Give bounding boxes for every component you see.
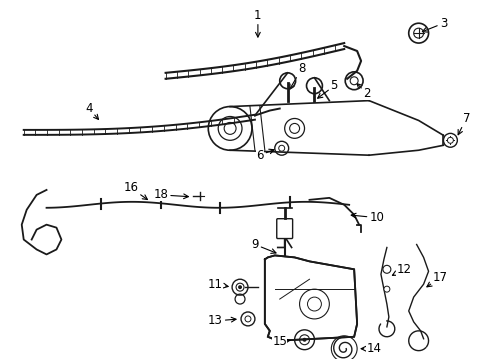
Text: 6: 6 xyxy=(256,149,273,162)
Text: 4: 4 xyxy=(85,102,98,120)
Circle shape xyxy=(244,316,250,322)
Text: 10: 10 xyxy=(350,211,384,224)
Text: 15: 15 xyxy=(272,335,289,348)
Circle shape xyxy=(302,338,306,342)
Text: 7: 7 xyxy=(457,112,469,135)
Circle shape xyxy=(382,265,390,273)
Circle shape xyxy=(238,285,242,289)
Text: 9: 9 xyxy=(251,238,275,253)
Text: 12: 12 xyxy=(392,263,410,276)
Circle shape xyxy=(447,137,452,143)
Circle shape xyxy=(383,286,389,292)
Text: 3: 3 xyxy=(422,17,446,32)
Text: 17: 17 xyxy=(426,271,447,287)
Text: 8: 8 xyxy=(289,62,305,89)
Circle shape xyxy=(349,77,357,85)
Text: 5: 5 xyxy=(317,79,337,98)
Text: 1: 1 xyxy=(254,9,261,37)
Text: 16: 16 xyxy=(123,181,147,199)
Text: 2: 2 xyxy=(356,84,370,100)
Text: 11: 11 xyxy=(207,278,228,291)
Text: 13: 13 xyxy=(207,314,236,327)
Text: 14: 14 xyxy=(361,342,381,355)
Text: 18: 18 xyxy=(153,188,188,201)
Circle shape xyxy=(278,145,284,151)
FancyBboxPatch shape xyxy=(276,219,292,239)
Polygon shape xyxy=(264,255,356,341)
